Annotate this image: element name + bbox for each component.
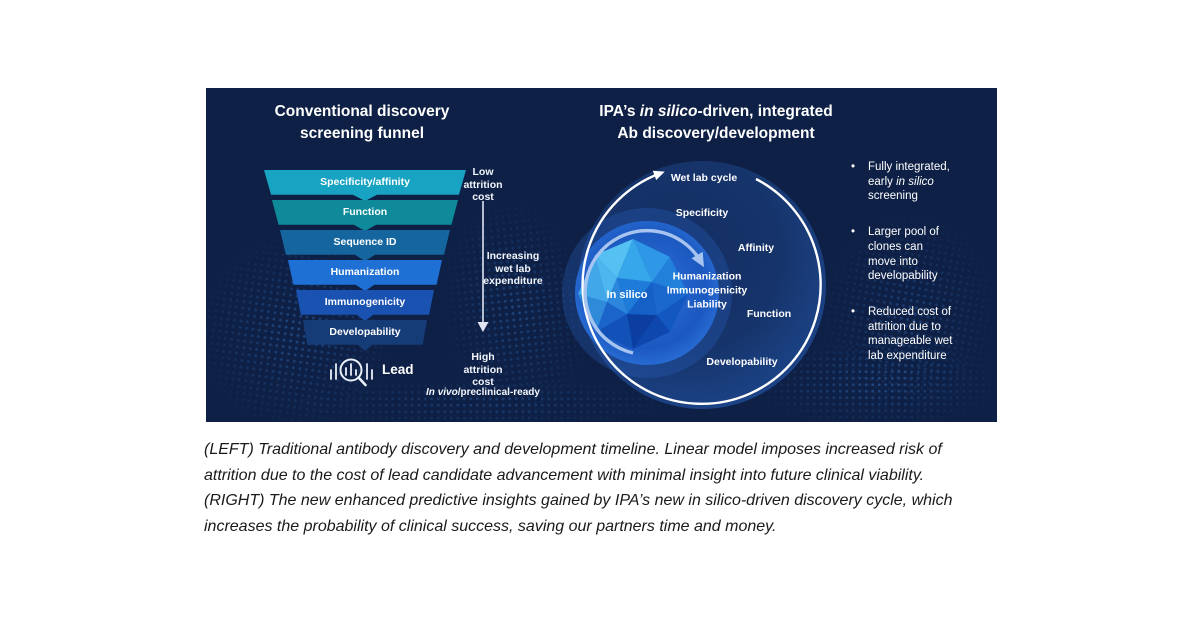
right-title-line2: Ab discovery/development (617, 124, 815, 142)
benefits-bullet-list: • Fully integrated, early in silico scre… (851, 160, 997, 385)
infographic-banner: Conventional discovery screening funnel … (206, 88, 997, 422)
bullet-item: • Reduced cost of attrition due to manag… (851, 305, 953, 363)
inner-cycle-arrow-icon (583, 228, 704, 355)
right-title-line1: IPA’s in silico-driven, integrated (599, 103, 833, 120)
caption-line: (RIGHT) The new enhanced predictive insi… (204, 492, 953, 509)
left-title-line2: screening funnel (299, 124, 425, 142)
cycle-label-developability: Developability (706, 356, 778, 368)
lead-magnifier-icon (330, 358, 373, 387)
bullet-marker: • (851, 305, 856, 318)
left-panel-title: Conventional discovery screening funnel (242, 101, 482, 144)
preclinical-ready-label: In vivo/preclinical-ready (426, 387, 540, 398)
left-title-line1: Conventional discovery (274, 103, 450, 120)
attrition-arrow-icon (477, 201, 489, 332)
in-silico-sphere (578, 239, 688, 349)
high-attrition-cost-label: High attrition cost (463, 351, 503, 388)
in-silico-label: In silico (606, 289, 648, 301)
cycle-label-specificity: Specificity (675, 207, 729, 219)
bullet-marker: • (851, 226, 856, 239)
bullet-item: • Larger pool of clones can move into de… (851, 226, 939, 283)
right-panel-title: IPA’s in silico-driven, integrated Ab di… (584, 101, 848, 144)
cycle-diagram-graphics (330, 161, 826, 409)
bullet-item: • Fully integrated, early in silico scre… (851, 161, 950, 203)
caption-line: (LEFT) Traditional antibody discovery an… (204, 441, 942, 458)
cycle-label-function: Function (746, 308, 792, 320)
cycle-label-wet-lab: Wet lab cycle (670, 172, 738, 184)
cycle-label-hum-imm-liability: Humanization Immunogenicity Liability (666, 270, 748, 310)
low-attrition-cost-label: Low attrition cost (463, 166, 503, 203)
caption-line: increases the probability of clinical su… (204, 517, 777, 535)
dot-wave-texture (266, 376, 696, 422)
increasing-wet-lab-expenditure-label: Increasing wet lab expenditure (483, 250, 543, 287)
cycle-label-affinity: Affinity (737, 242, 775, 254)
bullet-marker: • (851, 161, 856, 173)
lead-label: Lead (382, 362, 414, 377)
caption-line: attrition due to the cost of lead candid… (204, 466, 925, 484)
figure-caption: (LEFT) Traditional antibody discovery an… (204, 437, 1014, 539)
outer-cycle-arrow-icon (581, 170, 822, 406)
